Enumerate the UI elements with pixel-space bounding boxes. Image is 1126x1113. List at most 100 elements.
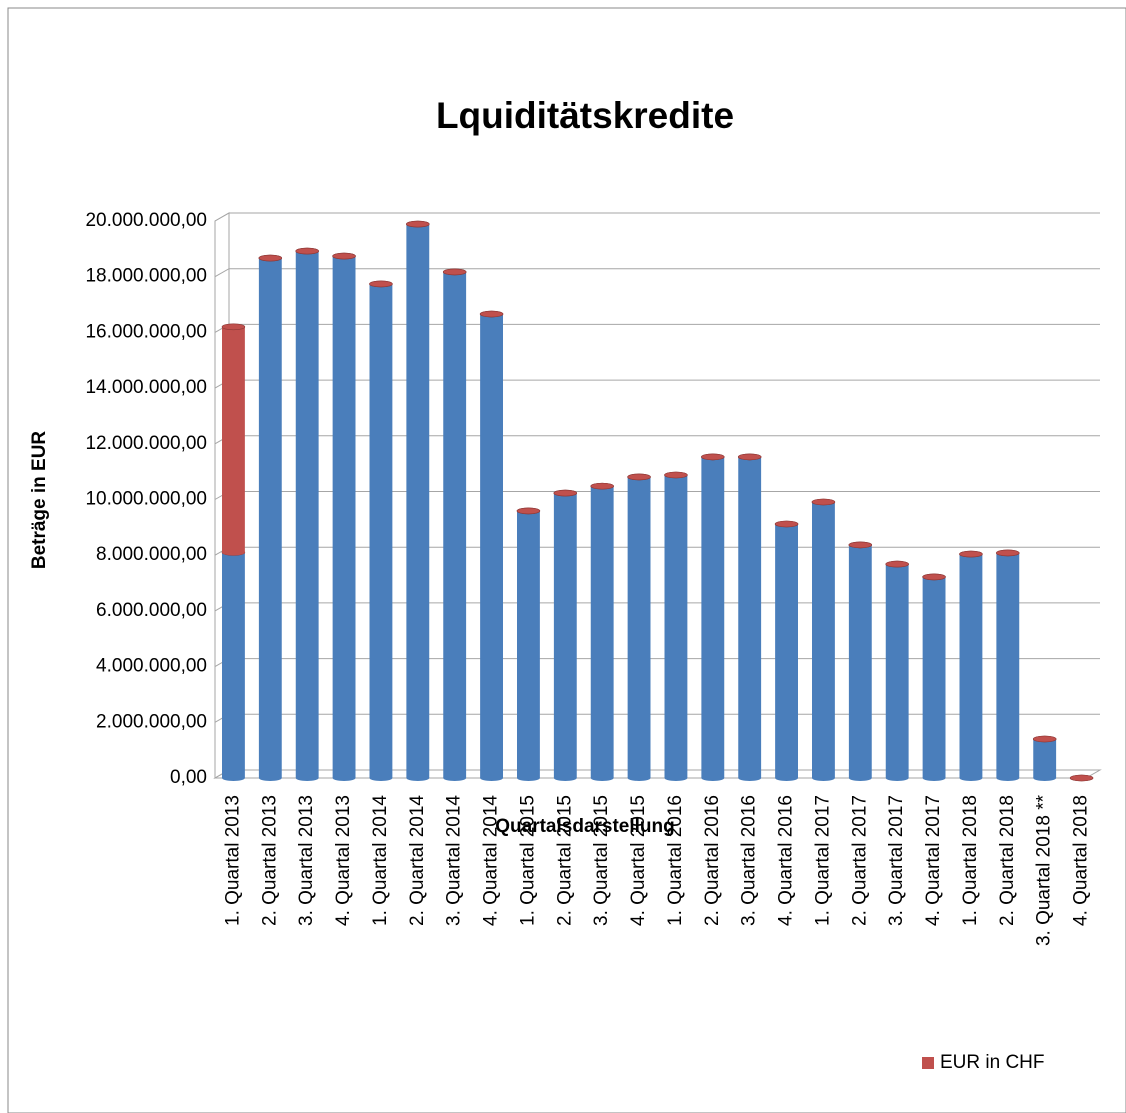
- bar: [369, 280, 393, 288]
- bar: [553, 489, 578, 781]
- bar-base: [222, 549, 245, 556]
- y-tick-label: 14.000.000,00: [85, 377, 207, 398]
- bar-top: [922, 573, 946, 581]
- x-tick-label: 2. Quartal 2014: [407, 795, 428, 926]
- bar-body: [443, 271, 467, 778]
- bar-top: [737, 453, 762, 461]
- bar-body: [664, 474, 688, 778]
- x-tick-label: 4. Quartal 2018: [1071, 795, 1092, 926]
- bar-base: [406, 775, 430, 781]
- bar: [332, 252, 356, 781]
- y-tick-label: 6.000.000,00: [96, 600, 207, 621]
- bar-body: [627, 476, 651, 778]
- x-tick-label: 3. Quartal 2017: [886, 795, 907, 926]
- chart-title: Lquiditätskredite: [436, 95, 734, 136]
- bar: [295, 247, 319, 255]
- grid-line: [214, 268, 1100, 278]
- bar-body: [775, 524, 798, 778]
- bar-top: [811, 498, 836, 506]
- bar: [553, 489, 578, 497]
- y-axis-title: Beträge in EUR: [29, 431, 50, 570]
- bar-base: [885, 775, 909, 781]
- legend-label: EUR in CHF: [940, 1052, 1045, 1073]
- bar-base: [812, 775, 835, 781]
- bar-top: [996, 549, 1020, 557]
- bar-base: [738, 775, 762, 781]
- bar: [1032, 735, 1057, 781]
- bar: [922, 573, 946, 581]
- bar-body: [258, 258, 282, 778]
- bar: [811, 498, 836, 506]
- bar-top: [221, 323, 246, 331]
- bar: [479, 310, 504, 781]
- bar: [406, 220, 430, 228]
- x-tick-label: 3. Quartal 2015: [591, 795, 612, 926]
- bar-body: [295, 251, 319, 778]
- x-tick-label: 2. Quartal 2018: [997, 795, 1018, 926]
- bar-base: [959, 775, 983, 781]
- bar-body: [222, 326, 245, 553]
- bar: [258, 254, 283, 262]
- bar: [959, 550, 983, 558]
- bar-body: [222, 552, 245, 778]
- bar-base: [258, 775, 282, 781]
- bar: [516, 507, 541, 515]
- y-tick-label: 10.000.000,00: [85, 489, 207, 510]
- bar: [701, 453, 725, 461]
- bar-body: [848, 544, 872, 778]
- bar: [516, 507, 541, 781]
- bar-top: [959, 550, 983, 558]
- bar-base: [222, 775, 245, 781]
- bar: [737, 453, 762, 781]
- x-tick-label: 1. Quartal 2016: [665, 795, 686, 926]
- bar-body: [517, 510, 540, 778]
- x-tick-label: 1. Quartal 2014: [370, 795, 391, 926]
- bar-body: [480, 314, 503, 778]
- bar-top: [885, 560, 909, 568]
- x-tick-label: 3. Quartal 2013: [296, 795, 317, 926]
- x-tick-label: 4. Quartal 2016: [776, 795, 797, 926]
- bar-base: [332, 775, 356, 781]
- bar-base: [590, 775, 614, 781]
- bar-top: [848, 541, 873, 549]
- bar-base: [922, 775, 946, 781]
- bar: [258, 254, 283, 781]
- legend-swatch: [922, 1057, 934, 1069]
- bar-base: [627, 775, 651, 781]
- bar-base: [517, 775, 540, 781]
- x-tick-label: 3. Quartal 2016: [739, 795, 760, 926]
- bar-base: [443, 775, 467, 781]
- bar: [996, 549, 1020, 781]
- y-tick-label: 0,00: [170, 767, 207, 788]
- bar: [590, 482, 614, 490]
- bar-body: [553, 493, 577, 778]
- grid-line: [214, 212, 1100, 222]
- bar-top: [479, 310, 504, 318]
- bar: [664, 471, 688, 781]
- bar-top: [664, 471, 688, 479]
- bar: [221, 549, 246, 781]
- x-tick-label: 1. Quartal 2015: [517, 795, 538, 926]
- bar-base: [369, 775, 393, 781]
- y-tick-label: 12.000.000,00: [85, 433, 207, 454]
- bar-body: [332, 256, 356, 778]
- x-tick-label: 1. Quartal 2013: [222, 795, 243, 926]
- bar-top: [590, 482, 614, 490]
- x-tick-label: 2. Quartal 2017: [849, 795, 870, 926]
- y-tick-label: 2.000.000,00: [96, 711, 207, 732]
- bar: [627, 473, 651, 481]
- bar: [590, 482, 614, 781]
- bar-top: [332, 252, 356, 260]
- bar-top: [295, 247, 319, 255]
- bar: [406, 220, 430, 781]
- x-tick-label: 3. Quartal 2014: [444, 795, 465, 926]
- y-tick-label: 4.000.000,00: [96, 656, 207, 677]
- bar: [1069, 774, 1094, 782]
- bar-body: [996, 552, 1020, 778]
- x-tick-label: 1. Quartal 2017: [812, 795, 833, 926]
- bar-base: [664, 775, 688, 781]
- bar: [811, 498, 836, 781]
- bar: [369, 280, 393, 781]
- bar-top: [516, 507, 541, 515]
